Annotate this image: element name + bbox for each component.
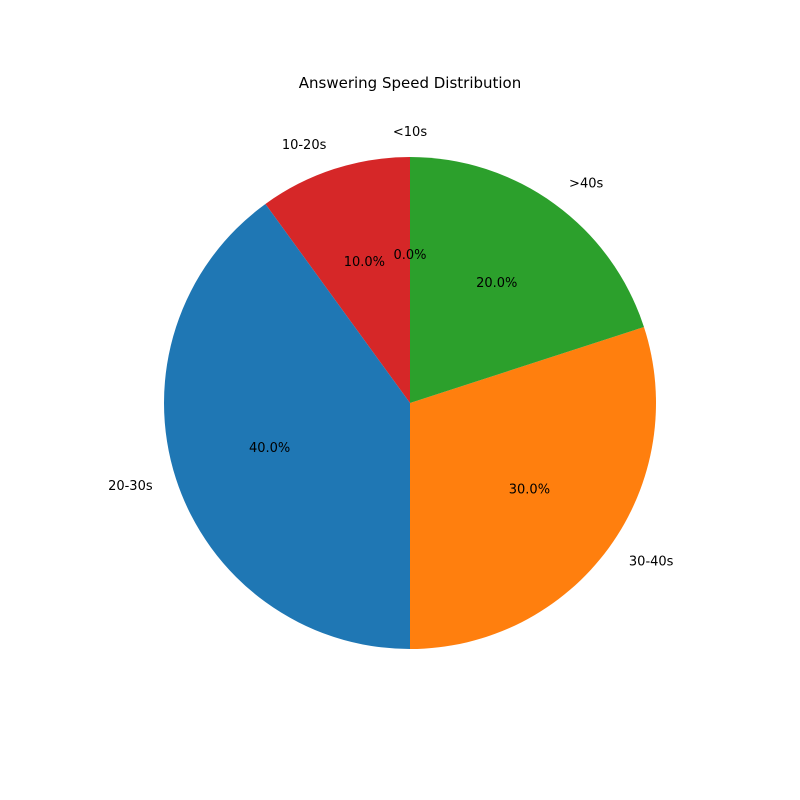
percent-label-10-20s: 10.0% [344, 255, 385, 270]
slice-label-gt-40s: >40s [569, 177, 603, 192]
slice-label-lt-10s: <10s [393, 125, 427, 140]
pie-slice-20-30s [164, 203, 410, 650]
slice-label-30-40s: 30-40s [629, 555, 674, 570]
pie-slice-30-40s [410, 326, 656, 649]
pie-slice-10-20s [265, 157, 410, 403]
pie-slices [164, 157, 656, 650]
percent-label-gt-40s: 20.0% [476, 276, 517, 291]
pie-labels: <10s 0.0% 10-20s 10.0% 20-30s 40.0% 30-40s 30.0… [108, 125, 674, 570]
percent-label-20-30s: 40.0% [249, 441, 290, 456]
percent-label-30-40s: 30.0% [509, 482, 550, 497]
pie-slice-gt-40s [410, 157, 644, 403]
chart-title: Answering Speed Distribution [299, 74, 522, 92]
slice-label-20-30s: 20-30s [108, 479, 153, 494]
percent-label-lt-10s: 0.0% [393, 248, 426, 263]
slice-label-10-20s: 10-20s [282, 138, 327, 153]
